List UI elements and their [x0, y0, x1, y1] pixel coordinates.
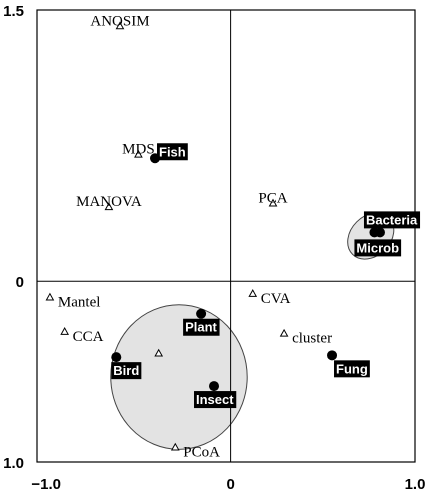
- y-tick-label-0: 1.5: [3, 3, 24, 20]
- method-marker-7: [279, 328, 289, 337]
- method-label-6: CVA: [261, 291, 291, 307]
- taxon-label-1: Bacteria: [366, 212, 418, 227]
- method-marker-6: [248, 289, 258, 297]
- y-tick-label-2: 1.0: [3, 455, 24, 472]
- x-tick-label-2: 1.0: [405, 476, 426, 493]
- methods-layer: ANOSIM MDS MANOVA PCA Mantel CCA CVA cluster PCo…: [45, 13, 332, 461]
- method-label-5: CCA: [73, 329, 104, 345]
- method-marker-2: [104, 202, 114, 211]
- taxon-label-bg-6: [334, 360, 370, 378]
- y-tick-label-1: 0: [16, 274, 24, 291]
- taxa-layer: Fish Bacteria Microb Plant Bird Insect Fung: [111, 143, 421, 409]
- taxon-label-5: Insect: [196, 392, 234, 407]
- method-marker-0: [115, 21, 125, 30]
- method-label-3: PCA: [258, 190, 287, 206]
- taxon-label-bg-3: [183, 318, 220, 336]
- taxon-dot-6: [327, 350, 338, 361]
- method-label-0: ANOSIM: [90, 13, 149, 29]
- taxon-label-bg-1: [363, 211, 421, 229]
- x-tick-label-1: 0: [226, 476, 234, 493]
- method-label-7: cluster: [292, 331, 332, 347]
- taxon-label-2: Microb: [356, 240, 399, 255]
- method-marker-3: [268, 198, 278, 207]
- taxon-label-6: Fung: [336, 361, 368, 376]
- group-ellipse-1: [110, 304, 248, 450]
- method-marker-8: [170, 442, 180, 451]
- plot-frame: [36, 9, 416, 463]
- taxon-dot-4: [111, 352, 122, 363]
- method-label-2: MANOVA: [76, 194, 142, 210]
- taxon-label-bg-4: [111, 362, 142, 380]
- method-marker-9: [154, 348, 164, 357]
- taxon-label-bg-2: [354, 239, 402, 257]
- method-marker-4: [45, 292, 55, 301]
- axes-layer: −1.0 0 1.0 1.5 0 1.0: [3, 3, 425, 493]
- method-label-4: Mantel: [58, 294, 101, 310]
- method-label-1: MDS: [122, 142, 155, 158]
- taxon-label-bg-5: [194, 391, 237, 409]
- taxon-label-0: Fish: [159, 144, 186, 159]
- taxon-label-4: Bird: [113, 363, 139, 378]
- taxon-dot-3: [196, 308, 207, 319]
- x-tick-label-0: −1.0: [31, 476, 61, 493]
- method-marker-1: [134, 149, 143, 158]
- taxon-label-3: Plant: [185, 320, 217, 335]
- taxon-dot-5: [209, 381, 220, 392]
- method-label-8: PCoA: [183, 445, 220, 461]
- taxon-dot-2: [369, 227, 380, 238]
- method-marker-5: [60, 327, 70, 335]
- taxon-label-bg-0: [157, 143, 188, 161]
